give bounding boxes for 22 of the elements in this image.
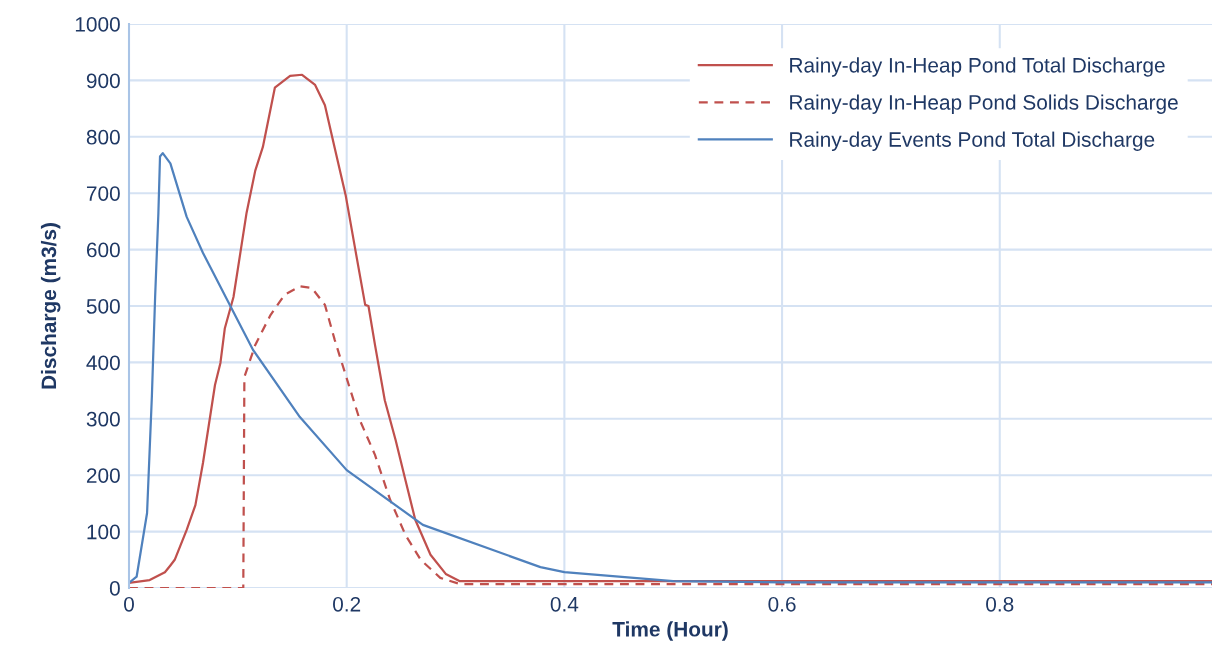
legend-label: Rainy-day In-Heap Pond Total Discharge [790, 57, 1165, 77]
legend-label: Rainy-day In-Heap Pond Solids Discharge [790, 94, 1178, 114]
x-tick-label: 0.8 [986, 596, 1014, 612]
y-tick-label: 200 [86, 468, 120, 483]
x-tick-label: 0.6 [768, 596, 796, 612]
y-tick-label: 100 [87, 524, 120, 540]
y-tick-label: 0 [109, 581, 120, 596]
y-tick-label: 800 [86, 129, 120, 145]
line-series [129, 152, 1212, 585]
y-tick-label: 500 [86, 299, 120, 314]
x-tick-label: 0.4 [550, 596, 579, 612]
y-tick-label: 600 [86, 242, 120, 258]
x-tick-label: 0 [124, 596, 134, 612]
x-axis-title: Time (Hour) [612, 621, 728, 641]
y-tick-label: 400 [86, 355, 120, 371]
y-tick-label: 700 [86, 186, 120, 201]
y-axis-title: Discharge (m3/s) [40, 223, 61, 389]
x-tick-label: 0.2 [333, 596, 361, 612]
y-tick-label: 300 [86, 411, 120, 427]
y-tick-label: 1000 [75, 17, 120, 32]
legend-label: Rainy-day Events Pond Total Discharge [790, 131, 1155, 152]
y-tick-label: 900 [86, 73, 120, 89]
